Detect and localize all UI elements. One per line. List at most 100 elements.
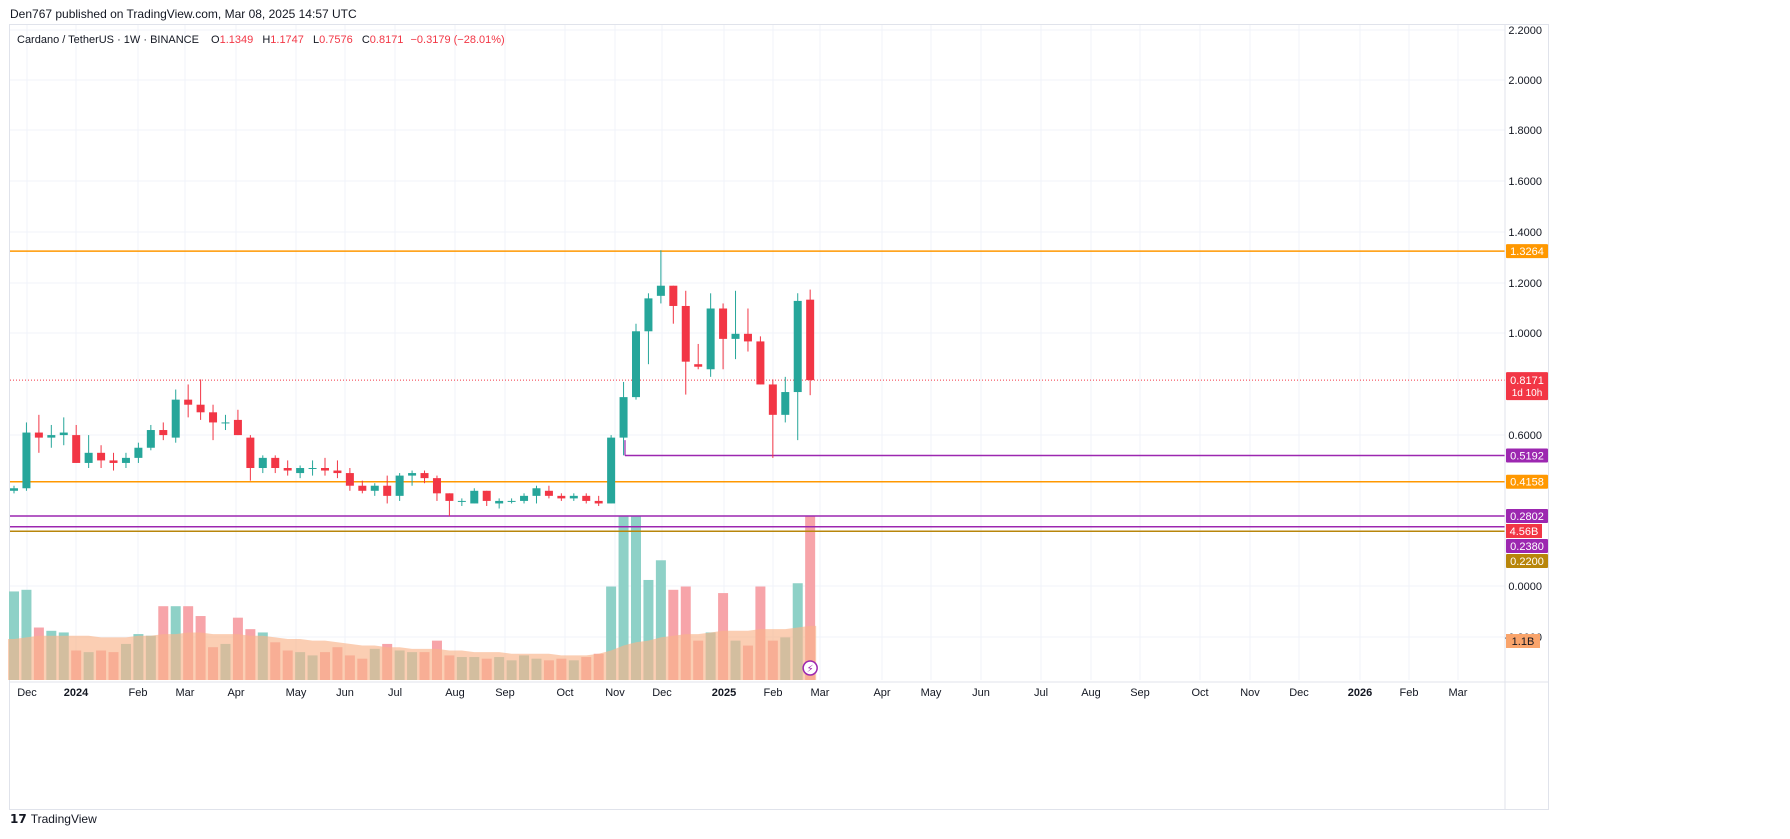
time-tick-label: Feb	[1400, 687, 1419, 699]
time-tick-label: Oct	[556, 687, 573, 699]
candle-body	[59, 432, 68, 436]
volume-bar	[9, 591, 19, 680]
time-tick-label: Apr	[227, 687, 244, 699]
time-tick-label: Jul	[388, 687, 402, 699]
time-tick-label: Dec	[652, 687, 672, 699]
change-value: −0.3179 (−28.01%)	[410, 34, 505, 46]
candle-body	[84, 452, 93, 463]
candle-body	[644, 298, 653, 332]
time-tick-label: 2024	[64, 687, 89, 699]
candle-body	[321, 468, 329, 471]
candle-body	[271, 457, 280, 469]
chart-pane[interactable]	[9, 24, 1549, 810]
candle-body	[22, 432, 31, 489]
price-tick-label: 2.0000	[1508, 75, 1542, 87]
candle-body	[97, 452, 106, 461]
candle-body	[482, 490, 491, 501]
volume-layer	[8, 516, 817, 680]
time-tick-label: Apr	[873, 687, 890, 699]
candle-body	[470, 490, 479, 504]
close-label: C	[361, 34, 370, 46]
bar-countdown: 1d 10h	[1512, 388, 1543, 399]
level-price-tag: 1.3264	[1510, 246, 1544, 258]
time-tick-label: Mar	[176, 687, 195, 699]
candle-body	[184, 399, 193, 405]
price-labels: 1.3264 0.5192 0.4158 0.2802 0.2380 0.2200 0.81…	[802, 244, 1548, 676]
volume-ma-area	[8, 625, 817, 680]
volume-tag-bg	[1506, 524, 1542, 538]
time-axis: Dec 2024 Feb Mar Apr May Jun Jul Aug Sep Oct Nov Dec…	[10, 681, 1549, 699]
time-tick-label: Jul	[1034, 687, 1048, 699]
last-price-tag: 0.8171	[1510, 375, 1544, 387]
candle-body	[495, 500, 504, 504]
price-tick-label: 0.6000	[1508, 430, 1542, 442]
volume-bar	[606, 586, 617, 680]
candle-body	[607, 437, 616, 504]
candle-body	[532, 488, 541, 496]
time-tick-label: Nov	[605, 687, 625, 699]
volume-bar	[631, 516, 641, 680]
high-label: H	[262, 34, 271, 46]
symbol-legend: Cardano / TetherUS · 1W · BINANCE O1.134…	[17, 34, 505, 46]
tradingview-logo-icon: 17	[10, 812, 27, 826]
low-label: L	[312, 34, 320, 46]
tradingview-footer[interactable]: 17 TradingView	[10, 812, 97, 826]
candle-body	[756, 341, 765, 385]
candle-body	[221, 422, 230, 424]
low-value: 0.7576	[319, 34, 353, 46]
level-price-tag-bg	[1506, 474, 1548, 489]
time-tick-label: Jun	[972, 687, 990, 699]
candle-body	[72, 435, 81, 463]
volume-value-tag: 4.56B	[1510, 526, 1539, 538]
candle-body	[109, 460, 118, 463]
price-tick-label: 1.0000	[1508, 328, 1542, 340]
candle-body	[669, 285, 678, 306]
candle-body	[333, 470, 342, 474]
price-tick-label: 2.2000	[1508, 25, 1542, 37]
candle-body	[681, 305, 690, 362]
candle-body	[209, 412, 218, 423]
volume-bar	[668, 589, 679, 680]
level-price-tag-bg	[1506, 244, 1548, 259]
candle-body	[706, 308, 715, 370]
volume-bar	[643, 579, 654, 680]
time-tick-label: Sep	[1130, 687, 1150, 699]
candle-body	[694, 364, 703, 367]
close-value: 0.8171	[369, 34, 404, 46]
candle-body	[171, 399, 180, 438]
time-tick-label: Dec	[17, 687, 37, 699]
candle-body	[159, 430, 168, 436]
time-tick-label: 2025	[712, 687, 736, 699]
open-label: O	[211, 34, 220, 46]
volume-bar	[655, 560, 666, 680]
candle-body	[408, 473, 417, 476]
high-value: 1.1747	[270, 34, 304, 46]
candle-body	[296, 468, 305, 474]
candle-body	[146, 430, 155, 448]
price-tick-label: 1.8000	[1508, 125, 1542, 137]
candle-body	[594, 500, 603, 504]
time-tick-label: Aug	[1081, 687, 1101, 699]
candle-body	[134, 447, 143, 458]
candle-body	[457, 500, 466, 502]
tradingview-logo-text: TradingView	[30, 812, 97, 826]
time-tick-label: Oct	[1191, 687, 1208, 699]
price-tick-label: 1.6000	[1508, 176, 1542, 188]
level-price-tag-bg	[1506, 554, 1548, 568]
candle-body	[395, 475, 404, 496]
level-price-tag-bg	[1506, 448, 1548, 463]
lightning-icon: ⚡	[807, 664, 814, 675]
candle-body	[768, 384, 777, 415]
volume-ma-value-tag: 1.1B	[1512, 636, 1535, 648]
candle-body	[233, 419, 242, 436]
time-tick-label: Aug	[445, 687, 465, 699]
level-price-tag: 0.2802	[1510, 511, 1544, 523]
price-tick-label: 1.2000	[1508, 278, 1542, 290]
candles-layer	[10, 250, 815, 517]
candle-body	[121, 457, 130, 463]
time-tick-label: Mar	[1449, 687, 1468, 699]
last-price-tag-bg	[1506, 372, 1548, 401]
candle-body	[793, 300, 802, 393]
published-by-line: Den767 published on TradingView.com, Mar…	[10, 7, 357, 21]
